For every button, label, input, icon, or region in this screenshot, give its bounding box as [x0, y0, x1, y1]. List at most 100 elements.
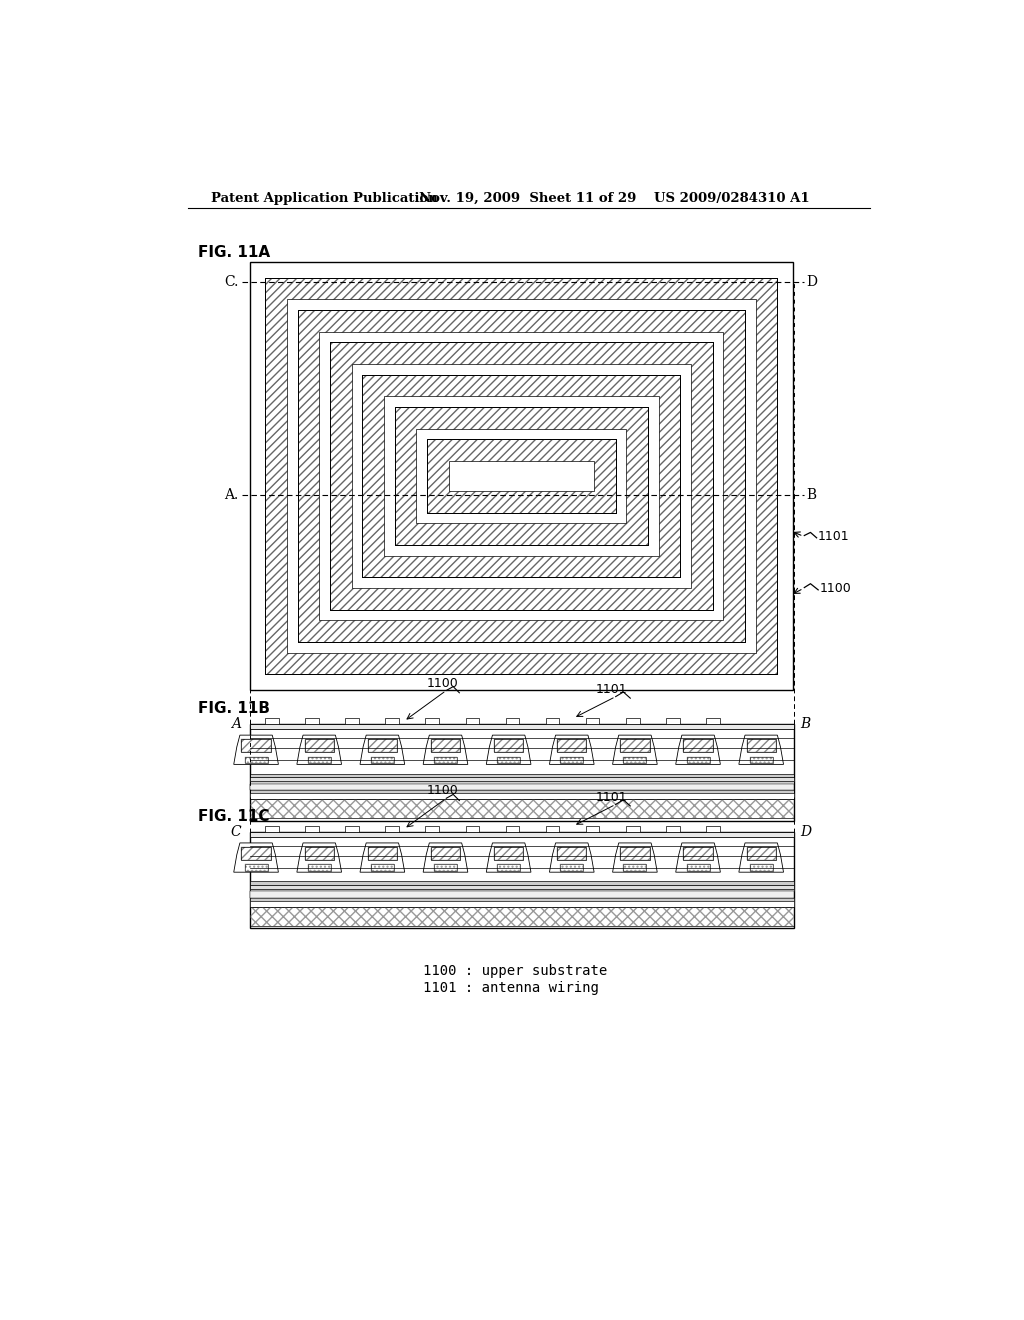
Bar — [750, 865, 773, 871]
Bar — [265, 277, 777, 675]
Bar — [466, 826, 479, 832]
Bar — [746, 847, 776, 859]
Text: 1101: 1101 — [818, 529, 850, 543]
Text: 1101 : antenna wiring: 1101 : antenna wiring — [423, 981, 599, 995]
Bar — [425, 826, 439, 832]
Bar — [750, 756, 773, 763]
Polygon shape — [612, 735, 657, 764]
Bar — [621, 847, 649, 859]
Bar — [427, 440, 615, 512]
Bar — [250, 263, 793, 689]
Bar — [250, 793, 795, 799]
Bar — [546, 718, 559, 725]
Bar — [683, 847, 713, 859]
Bar — [494, 847, 523, 859]
Text: 1101: 1101 — [596, 791, 628, 804]
Bar — [245, 756, 267, 763]
Text: A: A — [230, 717, 241, 731]
Bar — [330, 342, 713, 610]
Bar — [250, 907, 795, 927]
Bar — [265, 718, 280, 725]
Polygon shape — [297, 735, 342, 764]
Bar — [449, 461, 594, 491]
Bar — [307, 756, 331, 763]
Text: D: D — [807, 275, 817, 289]
Bar — [394, 407, 648, 545]
Text: Nov. 19, 2009  Sheet 11 of 29: Nov. 19, 2009 Sheet 11 of 29 — [419, 191, 637, 205]
Bar — [434, 865, 457, 871]
Text: 1100: 1100 — [427, 677, 459, 689]
Bar — [351, 364, 691, 589]
Polygon shape — [676, 735, 720, 764]
Text: C: C — [230, 825, 241, 840]
Bar — [371, 865, 394, 871]
Bar — [557, 739, 587, 752]
Text: US 2009/0284310 A1: US 2009/0284310 A1 — [654, 191, 810, 205]
Bar — [265, 826, 280, 832]
Bar — [245, 865, 267, 871]
Bar — [250, 900, 795, 907]
Bar — [250, 725, 795, 729]
Bar — [330, 342, 713, 610]
Bar — [304, 739, 334, 752]
Bar — [368, 847, 397, 859]
Bar — [362, 375, 680, 577]
Bar — [560, 756, 584, 763]
Bar — [298, 310, 745, 642]
Bar — [250, 884, 795, 890]
Bar — [371, 865, 394, 871]
Bar — [250, 890, 795, 891]
Bar — [557, 739, 587, 752]
Text: 1101: 1101 — [596, 682, 628, 696]
Bar — [506, 826, 519, 832]
Bar — [250, 789, 795, 793]
Bar — [319, 331, 724, 620]
Bar — [497, 865, 520, 871]
Bar — [345, 826, 359, 832]
Polygon shape — [739, 843, 783, 873]
Bar — [362, 375, 680, 577]
Bar — [666, 718, 680, 725]
Bar — [307, 756, 331, 763]
Bar — [330, 342, 713, 610]
Bar — [265, 277, 777, 675]
Bar — [242, 847, 270, 859]
Text: FIG. 11C: FIG. 11C — [199, 809, 269, 824]
Polygon shape — [612, 843, 657, 873]
Bar — [624, 756, 646, 763]
Bar — [466, 718, 479, 725]
Bar — [242, 739, 270, 752]
Text: 1100 : upper substrate: 1100 : upper substrate — [423, 964, 607, 978]
Bar — [624, 865, 646, 871]
Bar — [245, 865, 267, 871]
Bar — [506, 718, 519, 725]
Bar — [666, 826, 680, 832]
Bar — [287, 300, 756, 653]
Bar — [307, 865, 331, 871]
Bar — [586, 718, 599, 725]
Text: Patent Application Publication: Patent Application Publication — [211, 191, 438, 205]
Bar — [560, 865, 584, 871]
Bar — [431, 847, 460, 859]
Bar — [245, 756, 267, 763]
Bar — [686, 756, 710, 763]
Bar — [250, 799, 795, 818]
Bar — [621, 847, 649, 859]
Bar — [416, 429, 627, 524]
Bar — [431, 739, 460, 752]
Bar — [494, 739, 523, 752]
Bar — [557, 847, 587, 859]
Bar — [706, 718, 720, 725]
Polygon shape — [233, 735, 279, 764]
Bar — [434, 756, 457, 763]
Polygon shape — [550, 843, 594, 873]
Bar — [368, 847, 397, 859]
Bar — [560, 756, 584, 763]
Text: A.: A. — [224, 488, 239, 502]
Bar — [746, 847, 776, 859]
Bar — [683, 739, 713, 752]
Text: FIG. 11A: FIG. 11A — [199, 244, 270, 260]
Bar — [250, 774, 795, 776]
Text: B: B — [807, 488, 817, 502]
Bar — [250, 832, 795, 837]
